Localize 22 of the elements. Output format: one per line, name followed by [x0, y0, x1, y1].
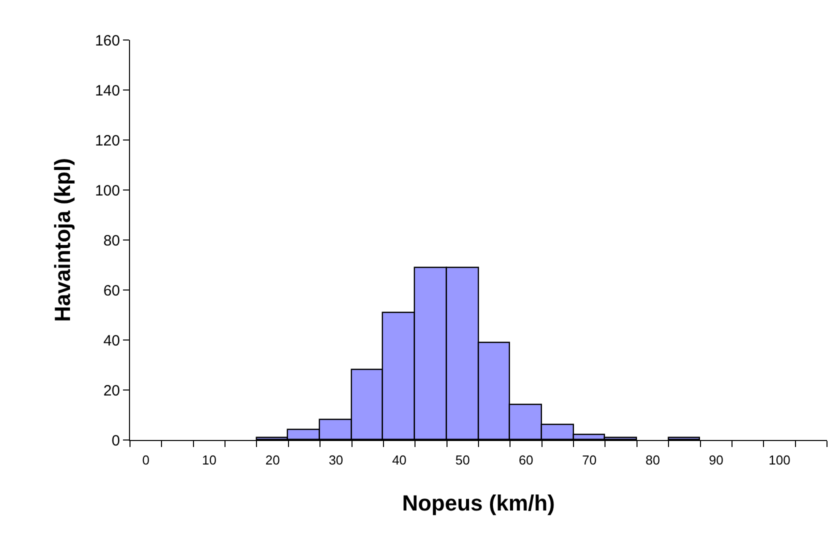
x-tick-label: 40 [392, 452, 407, 468]
x-tick-label: 60 [518, 452, 534, 468]
y-tick-label: 120 [94, 132, 120, 150]
x-tick-label: 80 [646, 452, 660, 468]
x-tick-label: 10 [202, 452, 216, 468]
y-tick-label: 140 [94, 82, 120, 100]
y-tick-label: 100 [94, 182, 120, 200]
x-tick-label: 30 [328, 452, 344, 468]
y-tick-label: 80 [103, 232, 120, 250]
x-tick-label: 20 [265, 452, 280, 468]
x-tick-label: 100 [768, 452, 790, 468]
y-tick-label: 40 [103, 332, 120, 350]
x-tick-label: 0 [142, 452, 150, 468]
y-tick-label: 160 [94, 32, 120, 50]
x-axis-title: Nopeus (km/h) [402, 490, 555, 516]
x-tick-label: 50 [455, 452, 470, 468]
y-tick-label: 60 [103, 282, 120, 300]
y-tick-label: 20 [103, 382, 120, 400]
x-tick-label: 90 [708, 452, 724, 468]
x-tick-label: 70 [582, 452, 597, 468]
y-tick-label: 0 [112, 432, 120, 450]
y-axis-title: Havaintoja (kpl) [50, 158, 75, 322]
